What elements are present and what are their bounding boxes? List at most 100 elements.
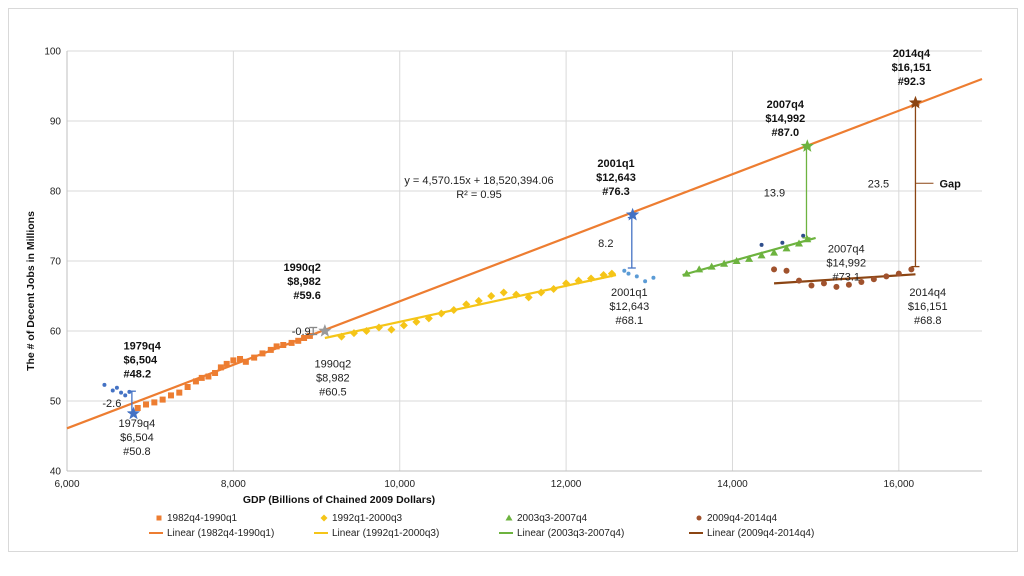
data-point bbox=[159, 396, 166, 403]
data-point bbox=[759, 242, 764, 247]
axes bbox=[66, 51, 982, 472]
data-point bbox=[549, 285, 558, 293]
actual-value-label: #73.1 bbox=[833, 272, 861, 284]
star-label: 2007q4 bbox=[767, 99, 805, 111]
data-point bbox=[801, 233, 806, 238]
star-marker bbox=[126, 406, 141, 420]
data-point bbox=[127, 389, 132, 394]
data-point bbox=[771, 266, 778, 273]
actual-value-label: 2001q1 bbox=[611, 287, 648, 299]
data-point bbox=[499, 288, 508, 297]
data-point bbox=[770, 248, 779, 256]
data-point bbox=[176, 389, 183, 396]
data-point bbox=[123, 393, 128, 398]
data-point bbox=[820, 280, 827, 287]
data-point bbox=[643, 279, 648, 284]
star-label: #59.6 bbox=[293, 290, 321, 302]
star-label: 2014q4 bbox=[893, 48, 931, 60]
y-tick-label: 80 bbox=[50, 187, 62, 198]
data-point bbox=[374, 323, 383, 332]
data-point bbox=[780, 240, 785, 245]
data-point bbox=[349, 329, 358, 338]
data-point bbox=[295, 337, 302, 344]
actual-value-label: $12,643 bbox=[609, 301, 649, 313]
star-label: 2001q1 bbox=[597, 158, 634, 170]
data-point bbox=[599, 271, 608, 279]
actual-value-label: 2007q4 bbox=[828, 244, 865, 256]
data-point bbox=[803, 235, 812, 243]
data-point bbox=[242, 358, 249, 365]
data-point bbox=[883, 273, 890, 280]
star-label: #92.3 bbox=[898, 76, 926, 88]
data-point bbox=[607, 269, 616, 278]
data-point bbox=[267, 346, 274, 353]
data-point bbox=[198, 374, 205, 381]
data-point bbox=[845, 281, 852, 288]
data-point bbox=[783, 267, 790, 274]
data-point bbox=[524, 293, 533, 302]
data-point bbox=[587, 274, 596, 283]
x-tick-label: 8,000 bbox=[221, 479, 246, 490]
data-point bbox=[908, 266, 915, 273]
star-label: $6,504 bbox=[124, 355, 159, 367]
data-point bbox=[251, 354, 258, 361]
gap-value: -2.6 bbox=[102, 398, 121, 410]
actual-value-label: #50.8 bbox=[123, 446, 151, 458]
data-point bbox=[192, 378, 199, 385]
data-point bbox=[622, 268, 627, 273]
star-marker bbox=[800, 139, 814, 152]
x-axis-title: GDP (Billions of Chained 2009 Dollars) bbox=[243, 494, 435, 506]
star-label: #76.3 bbox=[602, 186, 630, 198]
data-point bbox=[102, 382, 107, 387]
data-point bbox=[462, 300, 471, 309]
legend-label: Linear (2009q4-2014q4) bbox=[707, 528, 814, 539]
actual-value-label: 2014q4 bbox=[909, 287, 946, 299]
data-point bbox=[487, 292, 496, 300]
legend-marker bbox=[320, 514, 328, 522]
legend-label: 2009q4-2014q4 bbox=[707, 513, 778, 524]
star-label: 1990q2 bbox=[284, 262, 321, 274]
data-point bbox=[237, 356, 244, 362]
data-point bbox=[562, 279, 571, 288]
data-point bbox=[134, 405, 141, 411]
legend-marker bbox=[696, 515, 702, 521]
legend-label: Linear (1992q1-2000q3) bbox=[332, 528, 439, 539]
x-tick-label: 10,000 bbox=[384, 479, 415, 490]
data-point bbox=[387, 325, 396, 334]
data-point bbox=[782, 244, 791, 252]
legend-label: Linear (1982q4-1990q1) bbox=[167, 528, 274, 539]
data-point bbox=[110, 388, 115, 393]
actual-value-label: $6,504 bbox=[120, 432, 154, 444]
data-point bbox=[895, 270, 902, 277]
regression-equation: y = 4,570.15x + 18,520,394.06 bbox=[404, 175, 553, 187]
data-point bbox=[449, 306, 458, 314]
data-point bbox=[337, 332, 346, 341]
data-point bbox=[230, 357, 237, 364]
data-points bbox=[102, 233, 915, 411]
data-point bbox=[695, 265, 704, 273]
data-point bbox=[437, 309, 446, 318]
gap-value: 13.9 bbox=[764, 187, 785, 199]
star-label: $8,982 bbox=[287, 276, 321, 288]
y-tick-label: 60 bbox=[50, 327, 62, 338]
data-point bbox=[833, 283, 840, 290]
legend-marker bbox=[156, 515, 162, 521]
data-point bbox=[280, 342, 287, 348]
star-label: $14,992 bbox=[765, 113, 805, 125]
star-label: $12,643 bbox=[596, 172, 636, 184]
data-point bbox=[720, 259, 729, 267]
data-point bbox=[119, 390, 124, 395]
data-point bbox=[707, 262, 716, 270]
data-point bbox=[537, 288, 546, 297]
star-label: #48.2 bbox=[124, 369, 152, 381]
actual-value-label: $8,982 bbox=[316, 372, 350, 384]
tick-labels: 6,000 8,000 10,000 12,000 14,000 16,000 40 50 60… bbox=[44, 47, 914, 491]
gap-value: 8.2 bbox=[598, 238, 613, 250]
data-point bbox=[399, 321, 408, 330]
actual-value-label: $16,151 bbox=[908, 301, 948, 313]
star-marker bbox=[318, 324, 332, 337]
star-marker bbox=[626, 207, 640, 221]
data-point bbox=[745, 254, 754, 262]
x-tick-label: 12,000 bbox=[551, 479, 582, 490]
data-point bbox=[143, 401, 150, 408]
